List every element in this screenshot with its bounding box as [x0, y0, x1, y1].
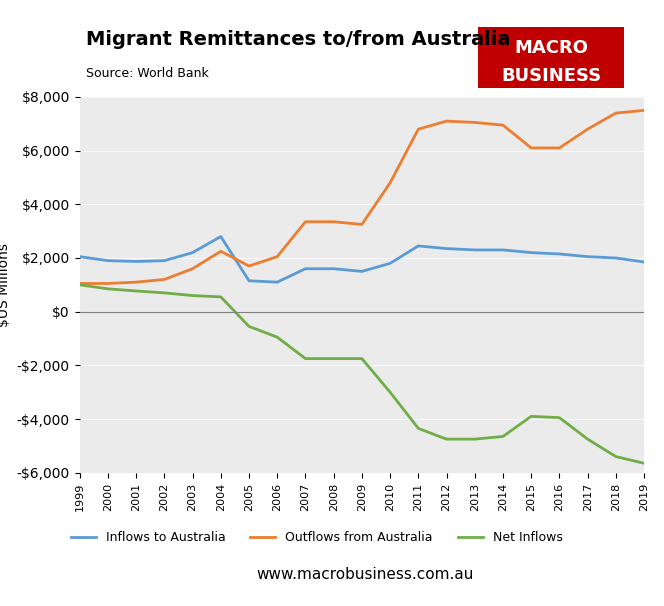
Text: MACRO: MACRO	[514, 39, 588, 58]
Net Inflows	[189, 292, 197, 299]
Text: Source: World Bank: Source: World Bank	[86, 67, 209, 79]
Inflows to Australia	[443, 245, 451, 252]
Inflows to Australia	[414, 242, 422, 250]
Net Inflows	[160, 289, 168, 296]
Outflows from Australia	[76, 280, 84, 287]
Net Inflows	[584, 436, 592, 443]
Inflows to Australia	[216, 233, 224, 240]
Net Inflows	[443, 436, 451, 443]
Net Inflows	[471, 436, 479, 443]
Outflows from Australia	[471, 119, 479, 126]
Outflows from Australia	[160, 276, 168, 283]
Inflows to Australia	[245, 277, 253, 284]
Outflows from Australia	[189, 265, 197, 272]
Inflows to Australia	[76, 253, 84, 260]
Text: www.macrobusiness.com.au: www.macrobusiness.com.au	[256, 567, 474, 582]
Net Inflows	[274, 333, 282, 341]
Y-axis label: $US Millions: $US Millions	[0, 243, 11, 327]
Net Inflows	[358, 355, 366, 362]
Outflows from Australia	[386, 179, 394, 187]
Outflows from Australia	[443, 118, 451, 125]
Net Inflows	[527, 413, 535, 420]
Outflows from Australia	[358, 221, 366, 228]
Outflows from Australia	[499, 121, 507, 129]
Outflows from Australia	[329, 218, 337, 225]
Net Inflows	[386, 388, 394, 396]
Outflows from Australia	[301, 218, 309, 225]
Outflows from Australia	[216, 248, 224, 255]
Inflows to Australia	[329, 265, 337, 272]
Outflows from Australia	[104, 280, 112, 287]
Outflows from Australia	[612, 110, 620, 117]
Net Inflows	[612, 453, 620, 460]
Net Inflows	[329, 355, 337, 362]
Line: Net Inflows: Net Inflows	[80, 285, 644, 463]
Text: Migrant Remittances to/from Australia: Migrant Remittances to/from Australia	[86, 30, 511, 49]
Net Inflows	[640, 459, 648, 467]
Outflows from Australia	[640, 107, 648, 114]
Inflows to Australia	[358, 268, 366, 275]
Inflows to Australia	[386, 260, 394, 267]
Net Inflows	[499, 433, 507, 440]
Outflows from Australia	[132, 279, 140, 286]
Inflows to Australia	[584, 253, 592, 260]
Inflows to Australia	[301, 265, 309, 272]
Inflows to Australia	[471, 246, 479, 253]
Outflows from Australia	[527, 144, 535, 152]
Inflows to Australia	[132, 258, 140, 265]
Inflows to Australia	[527, 249, 535, 256]
Inflows to Australia	[612, 255, 620, 262]
Net Inflows	[216, 293, 224, 301]
Inflows to Australia	[499, 246, 507, 253]
Line: Outflows from Australia: Outflows from Australia	[80, 110, 644, 284]
Net Inflows	[555, 414, 563, 421]
Inflows to Australia	[189, 249, 197, 256]
Net Inflows	[301, 355, 309, 362]
Inflows to Australia	[160, 257, 168, 264]
Net Inflows	[132, 287, 140, 295]
Net Inflows	[245, 323, 253, 330]
Inflows to Australia	[555, 250, 563, 258]
Net Inflows	[414, 425, 422, 432]
Text: BUSINESS: BUSINESS	[501, 67, 601, 85]
Inflows to Australia	[104, 257, 112, 264]
Outflows from Australia	[274, 253, 282, 260]
Line: Inflows to Australia: Inflows to Australia	[80, 236, 644, 282]
Outflows from Australia	[414, 125, 422, 133]
Legend: Inflows to Australia, Outflows from Australia, Net Inflows: Inflows to Australia, Outflows from Aust…	[66, 526, 568, 549]
Inflows to Australia	[274, 279, 282, 286]
Outflows from Australia	[555, 144, 563, 152]
Net Inflows	[76, 281, 84, 288]
Outflows from Australia	[245, 262, 253, 270]
Inflows to Australia	[640, 258, 648, 265]
Net Inflows	[104, 285, 112, 293]
Outflows from Australia	[584, 125, 592, 133]
